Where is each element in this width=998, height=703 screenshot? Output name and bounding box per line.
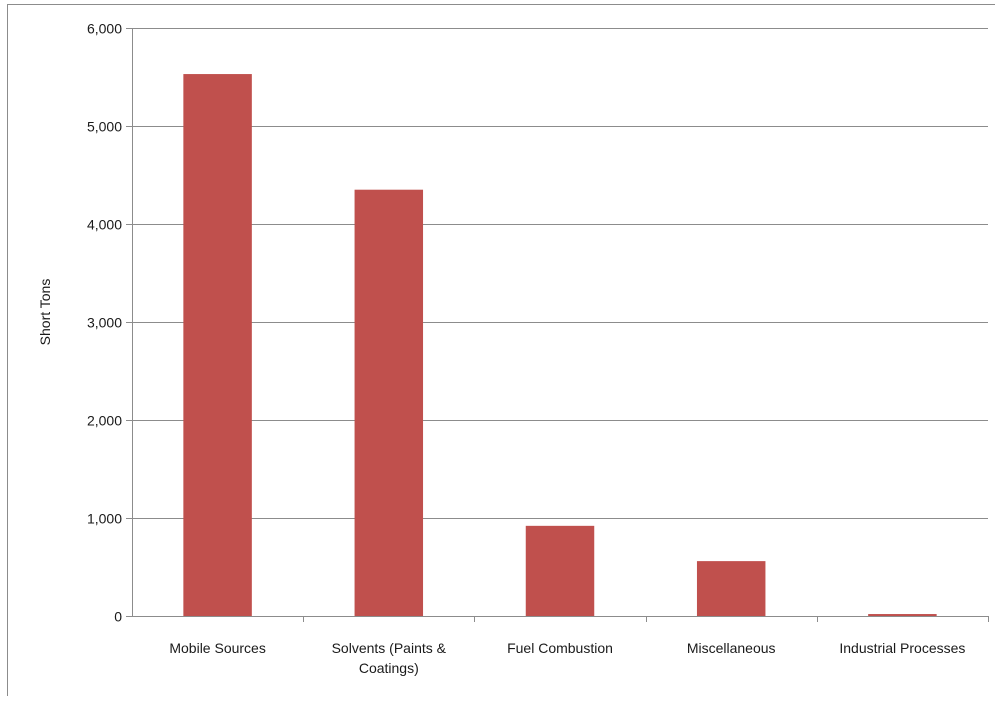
bar — [183, 74, 252, 616]
gridlines — [132, 28, 988, 519]
y-tick-label: 6,000 — [87, 21, 122, 37]
axes — [126, 28, 989, 622]
bar — [354, 189, 424, 616]
y-tick-label: 2,000 — [87, 413, 122, 429]
x-tick-label: Industrial Processes — [839, 640, 965, 656]
bars — [183, 74, 937, 616]
x-tick-label: Fuel Combustion — [507, 640, 613, 656]
y-tick-label: 5,000 — [87, 119, 122, 135]
chart-frame — [7, 4, 995, 696]
y-tick-label: 0 — [114, 609, 122, 625]
bar — [525, 525, 595, 616]
x-tick-label: Solvents (Paints & Coatings) — [332, 640, 447, 676]
y-tick-label: 3,000 — [87, 315, 122, 331]
x-tick-label: Mobile Sources — [169, 640, 266, 656]
bar — [868, 614, 937, 616]
labels: 0 1,000 2,000 3,000 4,000 5,000 6,000 Mobile So… — [87, 21, 965, 677]
y-axis-title: Short Tons — [37, 279, 53, 346]
y-tick-label: 4,000 — [87, 217, 122, 233]
y-tick-label: 1,000 — [87, 511, 122, 527]
x-tick-label: Miscellaneous — [687, 640, 776, 656]
bar — [696, 561, 766, 616]
